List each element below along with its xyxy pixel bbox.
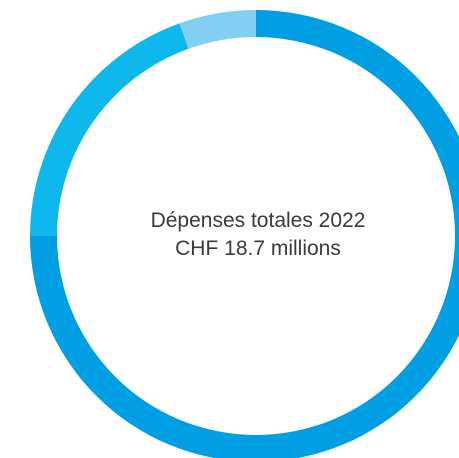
donut-slice-1 [30, 10, 459, 458]
donut-slices [30, 10, 459, 458]
donut-slice-2 [30, 23, 189, 236]
chart-title-line1: Dépenses totales 2022 [151, 209, 366, 232]
chart-title-line2: CHF 18.7 millions [175, 237, 341, 260]
donut-slice-3 [179, 10, 256, 49]
